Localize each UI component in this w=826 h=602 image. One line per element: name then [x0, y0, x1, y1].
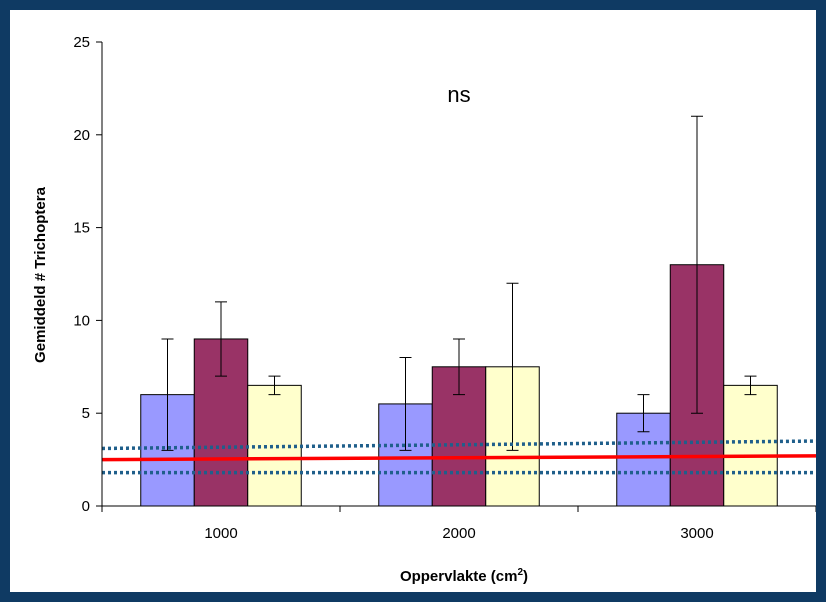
- x-tick-label-2000: 2000: [442, 525, 475, 542]
- x-axis-title-superscript: 2: [517, 567, 523, 578]
- x-tick-label-1000: 1000: [204, 525, 237, 542]
- error-bar-series1-2000: [399, 357, 412, 451]
- reference-lines: [101, 439, 817, 475]
- error-bar-series2-1000: [215, 301, 227, 377]
- error-bar-series2-3000: [691, 115, 703, 414]
- error-bar-series2-2000: [453, 338, 465, 396]
- x-axis-ticks: 1000 2000 3000: [101, 506, 817, 542]
- bar-series3-1000: [247, 384, 302, 507]
- error-bar-series3-1000: [268, 375, 281, 396]
- bar-chart: 0 5 10 15 20 25 1000 2000 3000 ns Gemiddeld # T…: [32, 34, 817, 585]
- bar-series3-3000: [723, 384, 778, 507]
- axes: [101, 42, 816, 507]
- y-tick-label: 0: [82, 498, 90, 515]
- y-tick-label: 5: [82, 405, 90, 422]
- reference-line-1: [101, 454, 817, 462]
- y-tick-label: 20: [73, 127, 90, 144]
- y-axis-ticks: 0 5 10 15 20 25: [73, 34, 102, 515]
- error-bar-series3-2000: [506, 282, 519, 451]
- y-tick-label: 15: [73, 220, 90, 237]
- error-bar-series3-3000: [744, 375, 757, 396]
- reference-line-2: [101, 439, 817, 451]
- error-bar-series1-1000: [161, 338, 174, 451]
- error-bar-series1-3000: [637, 394, 650, 433]
- error-bars: [161, 115, 757, 451]
- chart-frame: 0 5 10 15 20 25 1000 2000 3000 ns Gemiddeld # T…: [10, 10, 817, 592]
- y-tick-label: 25: [73, 34, 90, 51]
- x-axis-title-main: Oppervlakte (cm: [400, 568, 518, 585]
- x-tick-label-3000: 3000: [680, 525, 713, 542]
- annotation-ns: ns: [447, 82, 470, 107]
- y-axis-title: Gemiddeld # Trichoptera: [32, 186, 49, 363]
- y-tick-label: 10: [73, 312, 90, 329]
- x-axis-title: Oppervlakte (cm2): [400, 567, 528, 585]
- x-axis-title-suffix: ): [523, 568, 528, 585]
